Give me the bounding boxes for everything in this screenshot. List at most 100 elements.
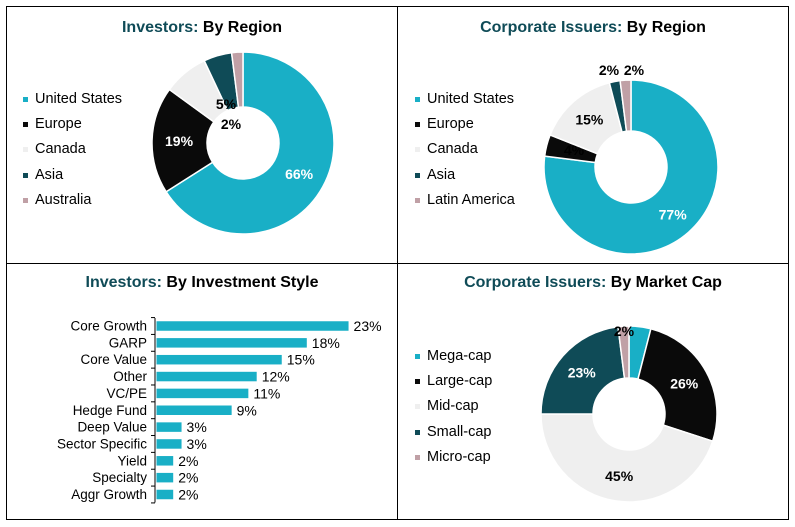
category-label: Aggr Growth: [71, 487, 147, 502]
bar-value-label: 15%: [287, 352, 315, 368]
chart-title-suffix: By Region: [626, 19, 706, 36]
legend-swatch: [23, 122, 28, 128]
chart-title-prefix: Corporate Issuers:: [480, 19, 623, 36]
bar-chart: Core Growth 23% GARP 18% Core Value 15% Other 1…: [57, 317, 382, 504]
bar-value-label: 2%: [178, 453, 198, 469]
slice-value-label: 4%: [625, 404, 646, 420]
chart-title: Corporate Issuers: By Region: [398, 19, 788, 37]
donut-chart: 66%19%8%5%2%: [151, 51, 335, 235]
legend-label: Small-cap: [427, 423, 492, 440]
category-label: Deep Value: [77, 420, 147, 435]
legend-item: Latin America: [415, 188, 515, 213]
chart-legend: United States Europe Canada Asia Austral…: [23, 87, 122, 213]
legend-swatch: [415, 379, 420, 385]
chart-title: Investors: By Investment Style: [7, 274, 397, 292]
panel-issuers-by-region: Corporate Issuers: By Region United Stat…: [397, 6, 789, 264]
legend-swatch: [415, 354, 420, 359]
legend-label: Latin America: [427, 191, 515, 208]
slice-value-label: 5%: [216, 96, 237, 112]
category-label: Specialty: [92, 470, 147, 485]
bar: [156, 439, 182, 449]
legend-item: Canada: [23, 137, 122, 162]
bar: [156, 338, 307, 348]
slice-value-label: 2%: [624, 62, 645, 78]
legend-label: Canada: [427, 141, 478, 158]
bar: [156, 354, 282, 365]
bar-value-label: 2%: [178, 470, 198, 486]
legend-item: Asia: [23, 163, 122, 188]
bar: [156, 371, 257, 382]
legend-item: Small-cap: [415, 420, 492, 445]
legend-item: Mid-cap: [415, 394, 492, 419]
chart-title: Corporate Issuers: By Market Cap: [398, 274, 788, 292]
legend-item: Europe: [415, 112, 515, 137]
chart-legend: Mega-cap Large-cap Mid-cap Small-cap Mic…: [415, 344, 492, 470]
chart-title-suffix: By Market Cap: [610, 274, 722, 291]
bar-value-label: 2%: [178, 487, 198, 503]
bar: [156, 472, 174, 483]
category-label: Sector Specific: [57, 436, 147, 451]
bar: [156, 456, 174, 466]
legend-swatch: [415, 147, 420, 153]
legend-label: Large-cap: [427, 373, 493, 390]
category-label: VC/PE: [106, 386, 147, 401]
legend-label: Mega-cap: [427, 348, 492, 364]
legend-label: United States: [427, 91, 515, 107]
bar-value-label: 3%: [187, 436, 207, 452]
donut-slice: [543, 79, 719, 255]
legend-label: Micro-cap: [427, 448, 491, 465]
slice-value-label: 2%: [221, 116, 242, 132]
category-label: Core Growth: [70, 319, 147, 334]
slice-value-label: 23%: [568, 364, 597, 380]
chart-title-prefix: Investors:: [121, 19, 199, 36]
bar-value-label: 11%: [253, 385, 280, 401]
slice-value-label: 45%: [605, 468, 634, 484]
legend-label: United States: [35, 91, 123, 107]
chart-title-prefix: Investors:: [85, 274, 162, 291]
legend-swatch: [415, 454, 420, 460]
legend-item: United States: [415, 87, 515, 112]
donut-slice: [540, 325, 626, 415]
bar-value-label: 18%: [312, 335, 340, 351]
category-label: GARP: [109, 335, 147, 350]
legend-item: Australia: [23, 188, 122, 213]
chart-title-suffix: By Investment Style: [166, 274, 319, 291]
chart-legend: United States Europe Canada Asia Latin A…: [415, 87, 515, 213]
bar: [156, 489, 174, 500]
legend-label: Europe: [35, 116, 82, 133]
legend-swatch: [415, 197, 420, 203]
donut-slice: [230, 51, 244, 109]
legend-swatch: [415, 97, 420, 102]
legend-item: Large-cap: [415, 369, 492, 394]
panel-issuers-by-market-cap: Corporate Issuers: By Market Cap Mega-ca…: [397, 263, 789, 520]
legend-label: Asia: [427, 166, 456, 183]
category-label: Other: [113, 369, 147, 384]
legend-item: Mega-cap: [415, 344, 492, 369]
bar-value-label: 12%: [262, 369, 290, 385]
legend-swatch: [23, 172, 28, 178]
legend-label: Asia: [35, 166, 64, 183]
bar: [156, 405, 232, 415]
bar-value-label: 3%: [187, 419, 207, 435]
donut-slice: [619, 79, 632, 133]
chart-title-suffix: By Region: [202, 19, 283, 36]
donut-chart: 4% 26% 45% 23% 2%: [540, 323, 718, 503]
slice-value-label: 66%: [285, 166, 314, 182]
legend-item: Micro-cap: [415, 445, 492, 470]
slice-value-label: 2%: [599, 62, 620, 78]
legend-item: Canada: [415, 137, 515, 162]
donut-chart: 77%4%15%2% 2%: [543, 62, 719, 255]
legend-label: Australia: [35, 191, 92, 208]
chart-title: Investors: By Region: [7, 19, 397, 37]
category-label: Hedge Fund: [73, 403, 147, 418]
donut-slice: [637, 327, 718, 443]
donut-slice: [540, 413, 714, 503]
legend-swatch: [23, 147, 28, 153]
category-label: Core Value: [80, 352, 147, 367]
legend-item: Asia: [415, 163, 515, 188]
legend-swatch: [23, 97, 28, 102]
bar: [156, 388, 249, 399]
slice-value-label: 2%: [614, 323, 635, 339]
legend-swatch: [415, 429, 420, 435]
legend-swatch: [23, 197, 28, 203]
